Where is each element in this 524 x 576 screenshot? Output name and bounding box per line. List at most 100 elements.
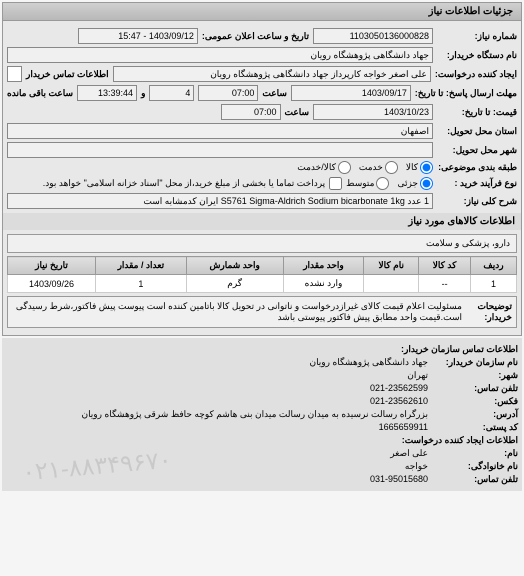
radio-goods-service-input[interactable] [338, 161, 351, 174]
remaining-days [149, 85, 194, 101]
table-header-row: ردیف کد کالا نام کالا واحد مقدار واحد شم… [8, 257, 517, 275]
th-6: تاریخ نیاز [8, 257, 96, 275]
province-label: استان محل تحویل: [437, 126, 517, 137]
td-4: گرم [186, 275, 283, 293]
buyer-contact-label: اطلاعات تماس خریدار [26, 69, 109, 80]
org-name-label: نام سازمان خریدار: [428, 357, 518, 368]
address-row: آدرس: بزرگراه رسالت نرسیده به میدان رسال… [6, 409, 518, 420]
address: بزرگراه رسالت نرسیده به میدان رسالت میدا… [81, 409, 428, 420]
phone-row: تلفن تماس: 021-23562599 [6, 383, 518, 394]
description-row: شرح کلی نیاز: [7, 193, 517, 209]
phone2-row: تلفن تماس: 031-95015680 [6, 474, 518, 485]
city-label: شهر محل تحویل: [437, 145, 517, 156]
td-0: 1 [471, 275, 517, 293]
creator-info-title-row: اطلاعات ایجاد کننده درخواست: [6, 435, 518, 446]
and-label: و [141, 88, 145, 99]
remaining-time [77, 85, 137, 101]
time-label-1: ساعت [262, 88, 287, 99]
fax: 021-23562610 [370, 396, 428, 407]
radio-medium-input[interactable] [376, 177, 389, 190]
public-date-input [78, 28, 198, 44]
time-label-2: ساعت [285, 107, 310, 118]
purchase-checkbox[interactable] [329, 177, 342, 190]
name2: علی اصغر [390, 448, 428, 459]
packaging-label: طبقه بندی موضوعی: [437, 162, 517, 173]
category-box: دارو، پزشکی و سلامت [7, 234, 517, 253]
remaining-label: ساعت باقی مانده [7, 88, 73, 99]
province-row: استان محل تحویل: [7, 123, 517, 139]
deadline-from-label: مهلت ارسال پاسخ: تا تاریخ: [415, 88, 517, 99]
radio-low-label: جزئی [397, 178, 418, 189]
deadline-to-label: قیمت: تا تاریخ: [437, 107, 517, 118]
td-1: -- [419, 275, 471, 293]
creator-info-label: اطلاعات ایجاد کننده درخواست: [402, 435, 518, 446]
purchase-note: پرداخت تماما یا بخشی از مبلغ خرید،از محل… [43, 178, 325, 189]
phone: 021-23562599 [370, 383, 428, 394]
contact-section: اطلاعات تماس سازمان خریدار: نام سازمان خ… [2, 338, 522, 491]
fax-row: فکس: 021-23562610 [6, 396, 518, 407]
postal-label: کد پستی: [428, 422, 518, 433]
deadline-to-row: قیمت: تا تاریخ: ساعت [7, 104, 517, 120]
radio-medium-label: متوسط [346, 178, 374, 189]
radio-low-input[interactable] [420, 177, 433, 190]
th-5: تعداد / مقدار [96, 257, 187, 275]
td-3: وارد نشده [283, 275, 363, 293]
th-4: واحد شمارش [186, 257, 283, 275]
city-input [7, 142, 433, 158]
th-1: کد کالا [419, 257, 471, 275]
deadline-to-date [313, 104, 433, 120]
radio-goods-input[interactable] [420, 161, 433, 174]
th-3: واحد مقدار [283, 257, 363, 275]
buyer-notes-text: مسئولیت اعلام قیمت کالای غیرازدرخواست و … [12, 301, 462, 323]
panel-body: شماره نیاز: تاریخ و ساعت اعلان عمومی: نا… [3, 21, 521, 335]
family: خواجه [405, 461, 428, 472]
city-row: شهر محل تحویل: [7, 142, 517, 158]
contact-title-row: اطلاعات تماس سازمان خریدار: [6, 344, 518, 355]
radio-medium[interactable]: متوسط [346, 177, 389, 190]
buyer-notes-box: توضیحات خریدار: مسئولیت اعلام قیمت کالای… [7, 296, 517, 328]
name2-row: نام: علی اصغر [6, 448, 518, 459]
public-date-label: تاریخ و ساعت اعلان عمومی: [202, 31, 309, 42]
td-2 [364, 275, 419, 293]
phone2-label: تلفن تماس: [428, 474, 518, 485]
radio-goods-label: کالا [406, 162, 418, 173]
radio-service[interactable]: خدمت [359, 161, 398, 174]
radio-goods-service[interactable]: کالا/خدمت [297, 161, 351, 174]
city2-label: شهر: [428, 370, 518, 381]
city2-row: شهر: تهران [6, 370, 518, 381]
purchase-process-row: نوع فرآیند خرید : جزئی متوسط پرداخت تمام… [7, 177, 517, 190]
th-2: نام کالا [364, 257, 419, 275]
name2-label: نام: [428, 448, 518, 459]
buyer-name-label: نام دستگاه خریدار: [437, 50, 517, 61]
province-input [7, 123, 433, 139]
family-label: نام خانوادگی: [428, 461, 518, 472]
creator-label: ایجاد کننده درخواست: [435, 69, 517, 80]
buyer-contact-input[interactable] [7, 66, 22, 82]
table-row: 1 -- وارد نشده گرم 1 1403/09/26 [8, 275, 517, 293]
goods-table: ردیف کد کالا نام کالا واحد مقدار واحد شم… [7, 256, 517, 293]
deadline-from-date [291, 85, 411, 101]
creator-input [113, 66, 431, 82]
td-5: 1 [96, 275, 187, 293]
request-number-row: شماره نیاز: تاریخ و ساعت اعلان عمومی: [7, 28, 517, 44]
radio-goods[interactable]: کالا [406, 161, 433, 174]
deadline-to-time [221, 104, 281, 120]
radio-service-input[interactable] [385, 161, 398, 174]
packaging-row: طبقه بندی موضوعی: کالا خدمت کالا/خدمت [7, 161, 517, 174]
address-label: آدرس: [428, 409, 518, 420]
postal: 1665659911 [379, 422, 428, 433]
details-panel: جزئیات اطلاعات نیاز شماره نیاز: تاریخ و … [2, 2, 522, 336]
deadline-from-row: مهلت ارسال پاسخ: تا تاریخ: ساعت و ساعت ب… [7, 85, 517, 101]
fax-label: فکس: [428, 396, 518, 407]
buyer-notes-label: توضیحات خریدار: [462, 301, 512, 323]
type-radio-group: کالا خدمت کالا/خدمت [297, 161, 433, 174]
radio-low[interactable]: جزئی [397, 177, 433, 190]
creator-row: ایجاد کننده درخواست: اطلاعات تماس خریدار [7, 66, 517, 82]
request-number-input [313, 28, 433, 44]
org-name: جهاد دانشگاهی پژوهشگاه رویان [309, 357, 428, 368]
org-name-row: نام سازمان خریدار: جهاد دانشگاهی پژوهشگا… [6, 357, 518, 368]
td-6: 1403/09/26 [8, 275, 96, 293]
phone-label: تلفن تماس: [428, 383, 518, 394]
purchase-process-label: نوع فرآیند خرید : [437, 178, 517, 189]
phone2: 031-95015680 [370, 474, 428, 485]
